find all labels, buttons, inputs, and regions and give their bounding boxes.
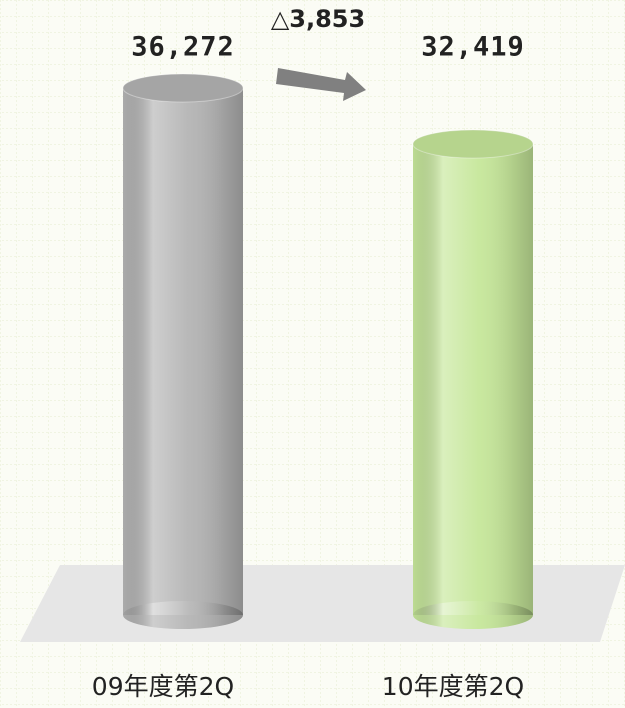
bar-top [122,73,244,103]
bar-top-shade [123,74,243,102]
bar-top [412,129,534,159]
value-label: 32,419 [421,32,525,63]
bar-shade [123,88,243,615]
arrow [276,68,366,101]
value-label: 36,272 [131,32,235,63]
x-tick-label: 10年度第2Q [382,672,524,701]
bar-top-shade [413,129,533,158]
floor [20,565,625,642]
x-tick-label: 09年度第2Q [92,672,234,701]
bar-shade [413,143,533,616]
annotation: △3,853 [271,5,365,33]
